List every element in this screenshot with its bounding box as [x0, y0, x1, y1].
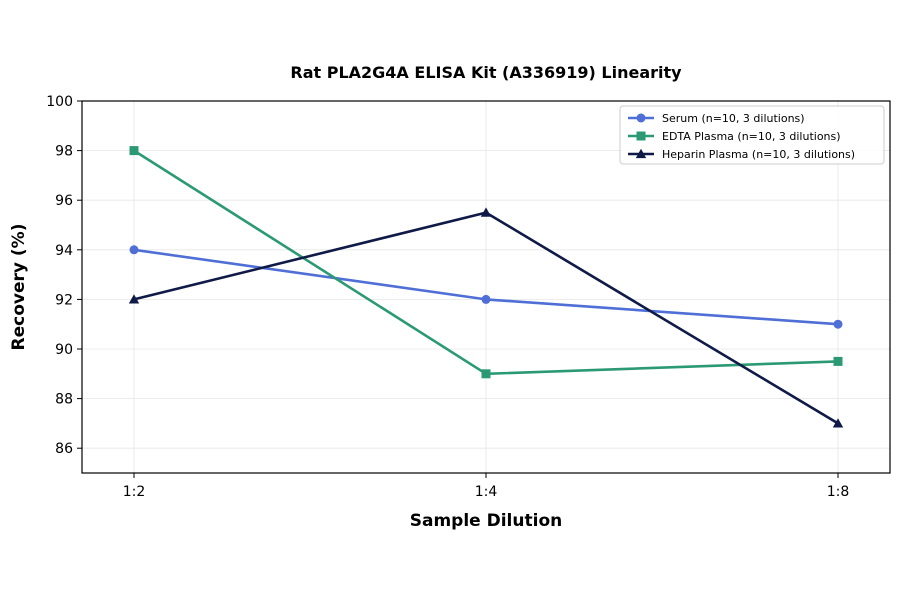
- data-point: [481, 369, 491, 379]
- y-tick-label: 98: [55, 144, 73, 160]
- x-tick-label: 1:2: [123, 484, 146, 500]
- y-tick-label: 96: [55, 193, 73, 209]
- series-1: [129, 146, 843, 379]
- data-point: [128, 294, 140, 304]
- legend-label: Heparin Plasma (n=10, 3 dilutions): [662, 148, 855, 161]
- y-tick-label: 90: [55, 342, 73, 358]
- y-tick-label: 92: [55, 292, 73, 308]
- y-axis-label: Recovery (%): [9, 224, 29, 351]
- legend-box: [619, 105, 885, 165]
- data-point: [833, 356, 843, 366]
- data-point: [129, 146, 139, 156]
- ticks: 86 88 90 92 94 96 98 100 1:2 1:4 1:8: [46, 94, 849, 500]
- legend: Serum (n=10, 3 dilutions) EDTA Plasma (n=…: [619, 105, 885, 165]
- legend-marker: [636, 113, 646, 123]
- legend-marker: [635, 148, 647, 159]
- data-point: [129, 245, 139, 255]
- y-tick-label: 100: [46, 94, 73, 110]
- data-point: [833, 319, 843, 329]
- y-tick-label: 94: [55, 243, 73, 259]
- y-tick-label: 88: [55, 392, 73, 408]
- legend-marker: [636, 131, 646, 141]
- series-0: [129, 245, 843, 329]
- y-tick-label: 86: [55, 441, 73, 457]
- data-point: [481, 294, 491, 304]
- legend-label: EDTA Plasma (n=10, 3 dilutions): [662, 130, 841, 143]
- data-point: [480, 207, 492, 217]
- series-2: [128, 207, 844, 428]
- x-axis-label: Sample Dilution: [410, 511, 562, 531]
- x-tick-label: 1:8: [827, 484, 850, 500]
- series-layer: [128, 146, 844, 428]
- data-point: [832, 418, 844, 428]
- legend-item: Serum (n=10, 3 dilutions): [628, 112, 805, 125]
- legend-item: EDTA Plasma (n=10, 3 dilutions): [628, 130, 841, 143]
- chart-title: Rat PLA2G4A ELISA Kit (A336919) Linearit…: [290, 63, 682, 82]
- legend-label: Serum (n=10, 3 dilutions): [662, 112, 805, 125]
- legend-item: Heparin Plasma (n=10, 3 dilutions): [628, 148, 855, 161]
- x-tick-label: 1:4: [475, 484, 498, 500]
